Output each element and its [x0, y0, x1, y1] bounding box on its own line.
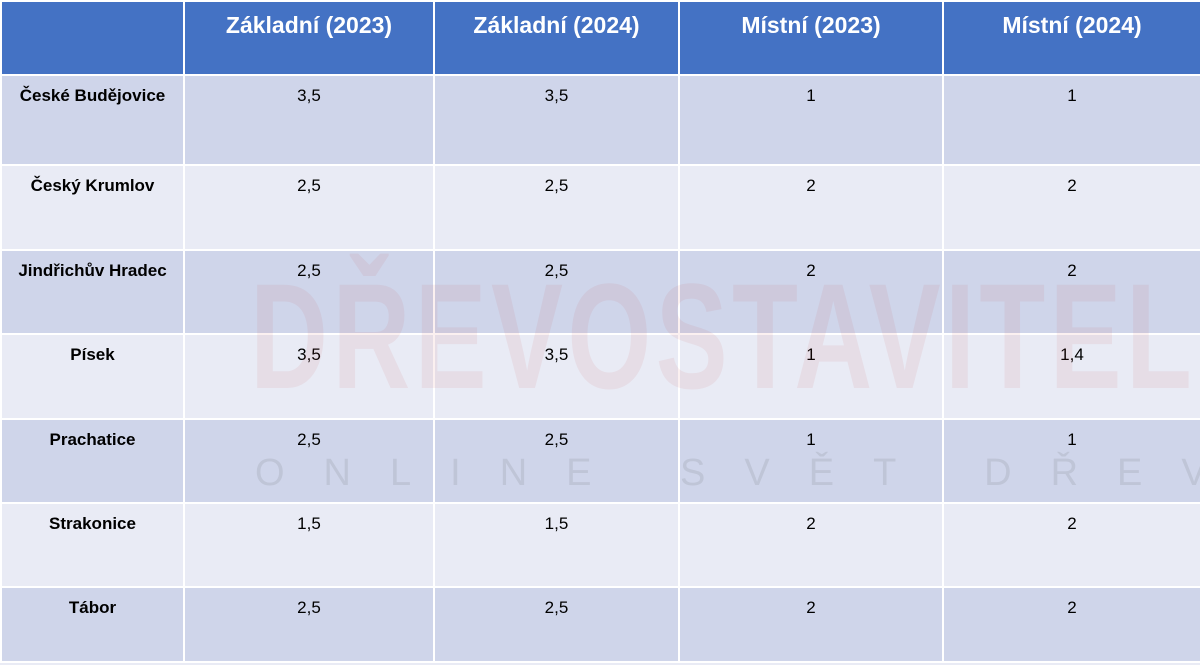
- column-header: Základní (2023): [183, 0, 435, 76]
- row-label: Jindřichův Hradec: [0, 249, 185, 335]
- column-header: Místní (2023): [678, 0, 944, 76]
- row-label: Prachatice: [0, 418, 185, 504]
- value-cell: 3,5: [433, 333, 680, 420]
- table-row: Písek 3,5 3,5 1 1,4: [0, 333, 1200, 420]
- value-cell: 1: [678, 418, 944, 504]
- value-cell: 3,5: [183, 333, 435, 420]
- value-cell: 1,5: [433, 502, 680, 588]
- value-cell: 2: [678, 502, 944, 588]
- table-row: Strakonice 1,5 1,5 2 2: [0, 502, 1200, 588]
- value-cell: 1,5: [183, 502, 435, 588]
- value-cell: 2,5: [433, 586, 680, 663]
- value-cell: 1: [942, 74, 1200, 166]
- header-row: Základní (2023) Základní (2024) Místní (20…: [0, 0, 1200, 76]
- value-cell: 2: [942, 502, 1200, 588]
- table-row: Prachatice 2,5 2,5 1 1: [0, 418, 1200, 504]
- value-cell: 2: [942, 586, 1200, 663]
- table-row: Tábor 2,5 2,5 2 2: [0, 586, 1200, 663]
- table-body: České Budějovice 3,5 3,5 1 1 Český Krumlov 2,5…: [0, 74, 1200, 663]
- column-header: Základní (2024): [433, 0, 680, 76]
- row-label: Český Krumlov: [0, 164, 185, 251]
- value-cell: 2,5: [433, 164, 680, 251]
- table-row: Český Krumlov 2,5 2,5 2 2: [0, 164, 1200, 251]
- value-cell: 2: [942, 164, 1200, 251]
- value-cell: 2: [678, 249, 944, 335]
- row-label: Tábor: [0, 586, 185, 663]
- value-cell: 2,5: [433, 249, 680, 335]
- value-cell: 2: [678, 164, 944, 251]
- value-cell: 2,5: [183, 586, 435, 663]
- column-header: Místní (2024): [942, 0, 1200, 76]
- table-row: Jindřichův Hradec 2,5 2,5 2 2: [0, 249, 1200, 335]
- value-cell: 2: [678, 586, 944, 663]
- value-cell: 2: [942, 249, 1200, 335]
- value-cell: 1: [678, 333, 944, 420]
- value-cell: 2,5: [183, 249, 435, 335]
- value-cell: 3,5: [183, 74, 435, 166]
- value-cell: 1,4: [942, 333, 1200, 420]
- value-cell: 1: [942, 418, 1200, 504]
- value-cell: 2,5: [183, 164, 435, 251]
- row-label: Strakonice: [0, 502, 185, 588]
- row-label: České Budějovice: [0, 74, 185, 166]
- value-cell: 2,5: [183, 418, 435, 504]
- table-row: České Budějovice 3,5 3,5 1 1: [0, 74, 1200, 166]
- row-label: Písek: [0, 333, 185, 420]
- value-cell: 1: [678, 74, 944, 166]
- corner-cell: [0, 0, 185, 76]
- value-cell: 2,5: [433, 418, 680, 504]
- value-cell: 3,5: [433, 74, 680, 166]
